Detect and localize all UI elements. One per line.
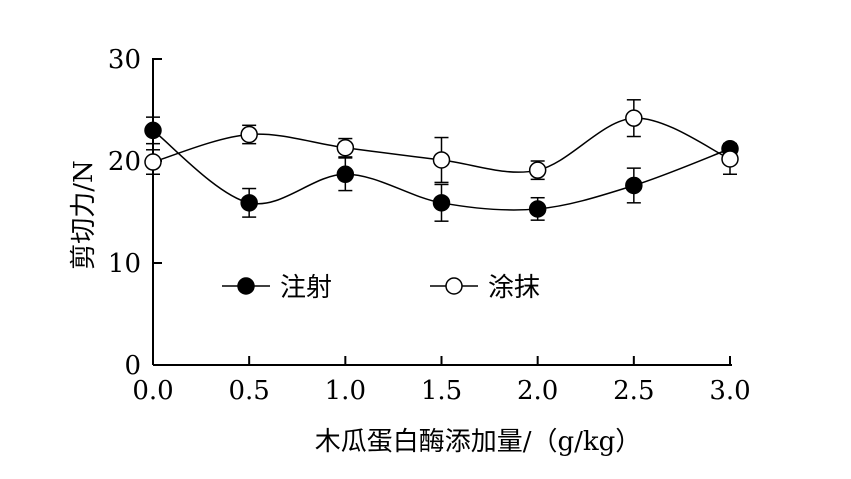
data-point: [721, 150, 739, 168]
series-smear: [144, 99, 739, 184]
data-point: [240, 194, 258, 212]
y-axis-title: 剪切力/N: [69, 160, 99, 270]
x-tick-label: 2.0: [517, 376, 558, 406]
data-point: [528, 200, 547, 218]
legend-label-smear: 涂抹: [488, 273, 540, 303]
y-tick-label: 30: [108, 45, 141, 75]
tick-labels: 0.0 0.5 1.0 1.5 2.0 2.5 3.0 0 10 20 30: [108, 45, 751, 406]
y-tick-label: 10: [108, 249, 141, 279]
legend-marker-open-circle: [445, 277, 463, 295]
data-point: [432, 151, 451, 169]
data-point: [144, 153, 162, 171]
data-point: [528, 161, 547, 179]
legend: 注射 涂抹: [222, 273, 540, 303]
x-tick-label: 0.0: [132, 376, 173, 406]
data-point: [432, 194, 451, 212]
data-point: [336, 165, 355, 184]
series-layer: [144, 99, 739, 222]
x-tick-label: 0.5: [228, 376, 269, 406]
y-tick-label: 0: [124, 351, 141, 381]
x-tick-label: 2.5: [613, 376, 654, 406]
legend-marker-filled-circle: [237, 277, 255, 295]
x-axis-title: 木瓜蛋白酶添加量/（g/kg）: [315, 427, 642, 457]
x-tick-label: 1.0: [325, 376, 366, 406]
data-point: [144, 121, 162, 140]
x-tick-label: 3.0: [709, 376, 750, 406]
data-point: [625, 176, 643, 195]
data-point: [625, 109, 643, 127]
legend-item-injection: 注射: [222, 273, 332, 303]
legend-item-smear: 涂抹: [430, 273, 540, 303]
x-tick-label: 1.5: [421, 376, 462, 406]
y-tick-label: 20: [108, 147, 141, 177]
legend-label-injection: 注射: [280, 273, 332, 303]
data-point: [336, 138, 355, 157]
data-point: [240, 125, 258, 144]
